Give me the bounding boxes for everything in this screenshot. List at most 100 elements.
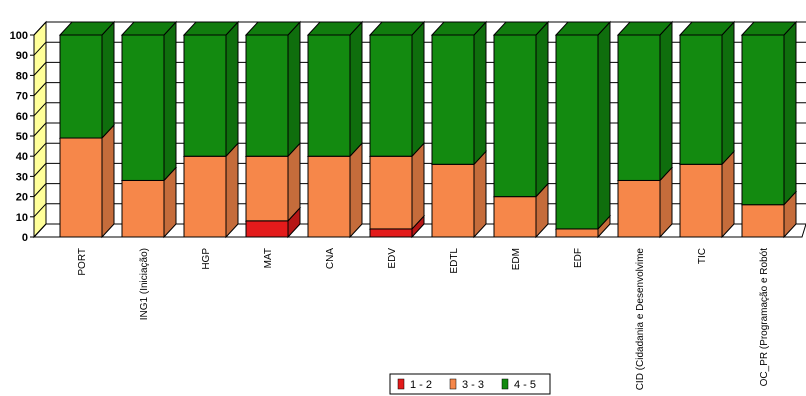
bar-side bbox=[225, 141, 239, 239]
bar-side bbox=[597, 20, 611, 231]
legend-swatch bbox=[501, 378, 509, 390]
bar-top bbox=[492, 21, 550, 36]
y-tick-label: 0 bbox=[22, 232, 28, 244]
bar-front bbox=[555, 34, 599, 230]
bar-front bbox=[369, 34, 413, 157]
bar-side bbox=[783, 20, 797, 206]
legend-box bbox=[389, 373, 551, 395]
bar-top bbox=[58, 21, 116, 36]
bar-side bbox=[101, 20, 115, 140]
bar-top bbox=[368, 21, 426, 36]
y-tick-label: 60 bbox=[16, 111, 28, 123]
legend-swatch bbox=[449, 378, 457, 390]
bar-top bbox=[740, 21, 798, 36]
bar-side bbox=[411, 141, 425, 231]
bar-side bbox=[659, 20, 673, 182]
gridline-wall bbox=[33, 62, 47, 76]
bar-side bbox=[163, 20, 177, 182]
category-label: ING1 (Iniciação) bbox=[139, 248, 150, 320]
y-tick-label: 30 bbox=[16, 171, 28, 183]
bar-side bbox=[101, 123, 115, 239]
y-tick-label: 100 bbox=[10, 30, 28, 42]
bar-side bbox=[287, 20, 301, 158]
bar-front bbox=[245, 155, 289, 222]
bar-front bbox=[679, 34, 723, 165]
y-tick-label: 50 bbox=[16, 131, 28, 143]
gridline-wall bbox=[33, 223, 47, 238]
bar-side bbox=[721, 150, 735, 239]
gridline-wall bbox=[33, 21, 47, 36]
bar-front bbox=[431, 163, 475, 238]
bar-side bbox=[225, 20, 239, 158]
bar-segment bbox=[58, 123, 116, 239]
gridline-wall bbox=[33, 82, 47, 96]
category-label: MAT bbox=[263, 248, 274, 268]
bar-side bbox=[473, 150, 487, 239]
y-tick-label: 70 bbox=[16, 91, 28, 103]
bar-segment bbox=[182, 20, 240, 158]
bar-top bbox=[678, 21, 736, 36]
bar-segment bbox=[678, 20, 736, 166]
bar-segment bbox=[306, 20, 364, 158]
legend-label: 3 - 3 bbox=[462, 379, 484, 391]
bar-segment bbox=[368, 20, 426, 158]
bar-side bbox=[721, 20, 735, 166]
bar-top bbox=[616, 21, 674, 36]
bar-front bbox=[121, 179, 165, 238]
y-tick-labels: 0 10 20 30 40 50 60 70 80 90 100 bbox=[10, 30, 34, 244]
bar-side bbox=[411, 20, 425, 158]
category-label: HGP bbox=[201, 248, 212, 270]
bar-front bbox=[245, 220, 289, 238]
bar-top bbox=[182, 21, 240, 36]
gridline-wall bbox=[33, 122, 47, 137]
bar-top bbox=[306, 21, 364, 36]
y-tick-label: 90 bbox=[16, 50, 28, 62]
legend-label: 1 - 2 bbox=[410, 379, 432, 391]
bar-top bbox=[120, 21, 178, 36]
bar-side bbox=[349, 141, 363, 239]
bar-front bbox=[369, 155, 413, 230]
y-tick-label: 40 bbox=[16, 151, 28, 163]
category-label: PORT bbox=[77, 248, 88, 276]
bar-front bbox=[617, 179, 661, 238]
bar-segment bbox=[182, 141, 240, 239]
bar-front bbox=[307, 34, 351, 157]
y-tick-label: 10 bbox=[16, 212, 28, 224]
bar-front bbox=[679, 163, 723, 238]
legend: 1 - 2 3 - 3 4 - 5 bbox=[389, 373, 551, 395]
legend-label: 4 - 5 bbox=[514, 379, 536, 391]
bar-segment bbox=[120, 20, 178, 182]
bar-top bbox=[244, 21, 302, 36]
bar-front bbox=[741, 204, 785, 238]
bar-segment bbox=[554, 20, 612, 231]
bar-segment bbox=[306, 141, 364, 239]
bar-front bbox=[741, 34, 785, 206]
bar-front bbox=[183, 155, 227, 238]
bar-front bbox=[59, 137, 103, 238]
legend-swatch bbox=[397, 378, 405, 390]
bar-segment bbox=[58, 20, 116, 140]
bar-front bbox=[555, 228, 599, 238]
category-label: EDV bbox=[387, 248, 398, 269]
y-tick-label: 80 bbox=[16, 70, 28, 82]
bar-front bbox=[493, 34, 537, 198]
bar-top bbox=[430, 21, 488, 36]
bar-front bbox=[369, 228, 413, 238]
bar-side bbox=[473, 20, 487, 166]
gridline-wall bbox=[33, 102, 47, 117]
gridline-wall bbox=[33, 142, 47, 157]
bar-side bbox=[349, 20, 363, 158]
category-labels: PORT ING1 (Iniciação) HGP MAT CNA EDV EDTL EDM E… bbox=[77, 248, 770, 391]
bar-front bbox=[59, 34, 103, 139]
bar-segment bbox=[616, 20, 674, 182]
gridline-wall bbox=[33, 41, 47, 56]
bar-segment bbox=[244, 20, 302, 158]
bar-front bbox=[307, 155, 351, 238]
bar-front bbox=[245, 34, 289, 157]
category-label: EDTL bbox=[449, 248, 460, 274]
bar-segment bbox=[740, 20, 798, 206]
gridline-wall bbox=[33, 203, 47, 218]
bar-front bbox=[183, 34, 227, 157]
bar-front bbox=[431, 34, 475, 165]
